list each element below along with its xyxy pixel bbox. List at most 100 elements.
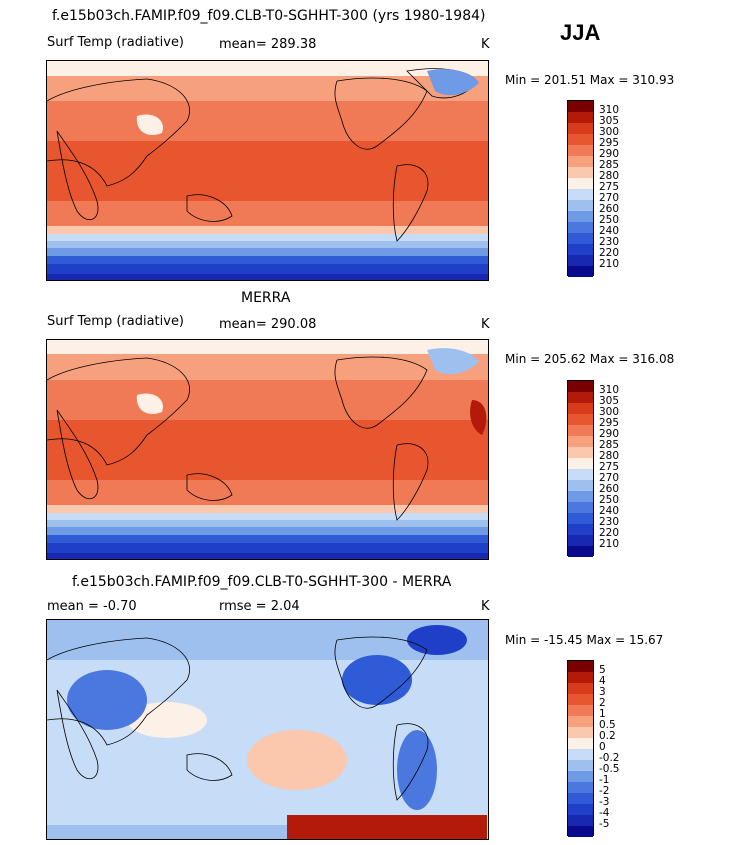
colorbar-swatch [568, 716, 593, 727]
colorbar-tick-label: 0 [599, 741, 606, 753]
colorbar-tick-label: 230 [599, 236, 620, 248]
colorbar-tick-label: 4 [599, 675, 606, 687]
colorbar-tick-label: 240 [599, 225, 620, 237]
colorbar-tick-label: 295 [599, 137, 620, 149]
colorbar-tick-label: 210 [599, 538, 620, 550]
colorbar-swatch [568, 480, 593, 491]
colorbar-swatch [568, 826, 593, 837]
colorbar-swatch [568, 200, 593, 211]
colorbar-swatch [568, 447, 593, 458]
colorbar-swatch [568, 134, 593, 145]
colorbar-swatch [568, 815, 593, 826]
colorbar-swatch [568, 112, 593, 123]
colorbar-tick-label: 270 [599, 472, 620, 484]
colorbar-swatch [568, 189, 593, 200]
colorbar-tick-label: -3 [599, 796, 610, 808]
colorbar-swatch [568, 178, 593, 189]
panel1-units: K [481, 37, 490, 52]
colorbar-swatch [568, 749, 593, 760]
colorbar-tick-label: 290 [599, 148, 620, 160]
colorbar-tick-label: 0.5 [599, 719, 616, 731]
colorbar-tick-label: 280 [599, 450, 620, 462]
colorbar-swatch [568, 255, 593, 266]
colorbar-tick-label: -5 [599, 818, 610, 830]
colorbar-tick-label: 270 [599, 192, 620, 204]
colorbar-tick-label: 250 [599, 214, 620, 226]
colorbar-tick-label: 275 [599, 461, 620, 473]
colorbar-tick-label: -1 [599, 774, 610, 786]
colorbar-swatch [568, 535, 593, 546]
colorbar-tick-label: 285 [599, 159, 620, 171]
colorbar-tick-label: 285 [599, 439, 620, 451]
colorbar-tick-label: -4 [599, 807, 610, 819]
colorbar-swatch [568, 491, 593, 502]
colorbar-tick-label: 300 [599, 126, 620, 138]
colorbar-tick-label: 2 [599, 697, 606, 709]
colorbar-tick-label: -0.5 [599, 763, 620, 775]
colorbar-swatch [568, 101, 593, 112]
colorbar-swatch [568, 683, 593, 694]
colorbar-tick-label: 290 [599, 428, 620, 440]
colorbar-tick-label: 275 [599, 181, 620, 193]
panel1-title: f.e15b03ch.FAMIP.f09_f09.CLB-T0-SGHHT-30… [52, 8, 486, 24]
panel3-title: f.e15b03ch.FAMIP.f09_f09.CLB-T0-SGHHT-30… [72, 574, 452, 590]
colorbar-swatch [568, 266, 593, 277]
panel2-variable: Surf Temp (radiative) [47, 314, 185, 329]
panel2-map [46, 339, 489, 560]
panel3-rmse: rmse = 2.04 [219, 599, 300, 614]
colorbar-swatch [568, 167, 593, 178]
colorbar-swatch [568, 738, 593, 749]
colorbar-swatch [568, 381, 593, 392]
panel1-variable: Surf Temp (radiative) [47, 35, 185, 50]
colorbar-tick-label: 260 [599, 483, 620, 495]
colorbar-tick-label: 310 [599, 384, 620, 396]
panel2-title: MERRA [241, 290, 291, 306]
colorbar-tick-label: 240 [599, 505, 620, 517]
colorbar-swatch [568, 156, 593, 167]
colorbar-swatch [568, 244, 593, 255]
panel2-minmax: Min = 205.62 Max = 316.08 [505, 352, 675, 366]
colorbar-swatch [568, 392, 593, 403]
colorbar-swatch [568, 469, 593, 480]
colorbar-swatch [568, 661, 593, 672]
colorbar-swatch [568, 211, 593, 222]
panel3-minmax: Min = -15.45 Max = 15.67 [505, 633, 664, 647]
colorbar-swatch [568, 502, 593, 513]
panel1-minmax: Min = 201.51 Max = 310.93 [505, 73, 675, 87]
colorbar-swatch [568, 436, 593, 447]
panel3-colorbar [567, 660, 594, 837]
colorbar-swatch [568, 222, 593, 233]
colorbar-swatch [568, 546, 593, 557]
colorbar-tick-label: 250 [599, 494, 620, 506]
colorbar-tick-label: -2 [599, 785, 610, 797]
colorbar-tick-label: 210 [599, 258, 620, 270]
colorbar-swatch [568, 145, 593, 156]
colorbar-swatch [568, 771, 593, 782]
colorbar-tick-label: 280 [599, 170, 620, 182]
colorbar-tick-label: 310 [599, 104, 620, 116]
colorbar-swatch [568, 760, 593, 771]
colorbar-tick-label: 305 [599, 115, 620, 127]
season-label: JJA [560, 20, 601, 45]
colorbar-swatch [568, 705, 593, 716]
panel2-units: K [481, 317, 490, 332]
colorbar-tick-label: 300 [599, 406, 620, 418]
panel1-mean: mean= 289.38 [219, 37, 317, 52]
colorbar-tick-label: 0.2 [599, 730, 616, 742]
colorbar-swatch [568, 694, 593, 705]
panel1-colorbar [567, 100, 594, 277]
colorbar-swatch [568, 524, 593, 535]
colorbar-swatch [568, 513, 593, 524]
panel2-mean: mean= 290.08 [219, 317, 317, 332]
panel3-mean: mean = -0.70 [47, 599, 137, 614]
colorbar-tick-label: -0.2 [599, 752, 620, 764]
panel3-units: K [481, 599, 490, 614]
colorbar-swatch [568, 458, 593, 469]
colorbar-tick-label: 220 [599, 247, 620, 259]
colorbar-tick-label: 220 [599, 527, 620, 539]
colorbar-swatch [568, 804, 593, 815]
colorbar-swatch [568, 425, 593, 436]
colorbar-swatch [568, 403, 593, 414]
panel3-map [46, 619, 489, 840]
colorbar-tick-label: 1 [599, 708, 606, 720]
